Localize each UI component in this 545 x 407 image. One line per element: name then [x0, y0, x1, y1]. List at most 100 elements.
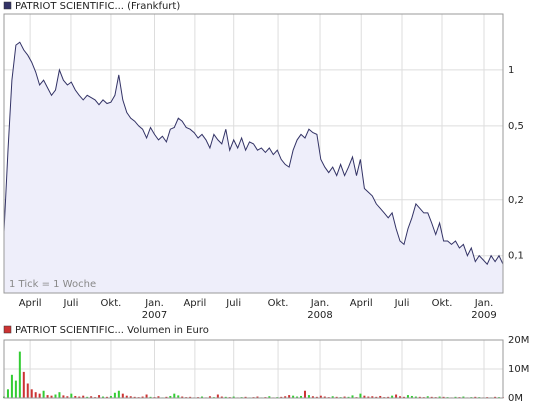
volume-bar: [208, 396, 211, 398]
volume-bar: [387, 396, 390, 398]
volume-bar: [315, 396, 318, 398]
volume-bar: [335, 396, 338, 398]
volume-bar: [26, 383, 29, 398]
volume-bar: [418, 396, 421, 398]
volume-bar: [379, 395, 382, 398]
volume-bar: [371, 396, 374, 398]
volume-bar: [30, 389, 33, 398]
volume-bar: [220, 396, 223, 398]
plot-frame: [3, 13, 504, 294]
legend-label: PATRIOT SCIENTIFIC... (Frankfurt): [15, 1, 180, 12]
volume-bar: [46, 395, 49, 398]
volume-bar: [177, 395, 180, 398]
volume-bar: [224, 396, 227, 398]
volume-bar: [284, 396, 287, 398]
volume-bar: [244, 396, 247, 398]
volume-bar: [145, 394, 148, 398]
year-label: 2009: [471, 310, 496, 321]
volume-bar: [181, 396, 184, 398]
x-tick-label: April: [183, 298, 206, 309]
volume-bar: [319, 395, 322, 398]
volume-bar: [109, 395, 112, 398]
volume-bar: [288, 395, 291, 398]
volume-bar: [430, 396, 433, 398]
volume-bar: [474, 396, 477, 398]
volume-bar: [216, 394, 219, 398]
volume-bar: [149, 396, 152, 398]
y-tick-label: 1: [508, 65, 514, 76]
volume-bar: [62, 395, 65, 398]
volume-bar: [125, 395, 128, 398]
y-tick-label: 0,2: [508, 195, 524, 206]
plot-frame: [3, 339, 504, 399]
volume-bar: [351, 395, 354, 398]
year-label: 2007: [142, 310, 167, 321]
x-tick-label: Okt.: [268, 298, 289, 309]
volume-bar: [494, 396, 497, 398]
volume-bar: [38, 393, 41, 398]
volume-bar: [375, 396, 378, 398]
volume-bar: [121, 393, 124, 398]
volume-bar: [173, 393, 176, 398]
volume-bar: [58, 392, 61, 398]
volume-bar: [256, 396, 259, 398]
volume-bar: [189, 396, 192, 398]
volume-bar: [113, 392, 116, 398]
volume-bar: [303, 390, 306, 398]
x-tick-label: Okt.: [101, 298, 122, 309]
volume-bar: [42, 390, 45, 398]
volume-bar: [117, 390, 120, 398]
volume-bar: [268, 396, 271, 398]
volume-bar: [323, 396, 326, 398]
volume-bar: [367, 396, 370, 398]
volume-bar: [105, 396, 108, 398]
volume-bar: [141, 396, 144, 398]
volume-bar: [438, 396, 441, 398]
volume-bar: [157, 396, 160, 398]
volume-bar: [307, 395, 310, 398]
x-tick-label: Juli: [394, 298, 410, 309]
volume-bar: [102, 396, 105, 398]
volume-bar: [454, 396, 457, 398]
volume-bar: [292, 395, 295, 398]
volume-bar: [133, 396, 136, 398]
volume-bar: [395, 394, 398, 398]
volume-bar: [201, 396, 204, 398]
volume-bar: [296, 396, 299, 398]
volume-bar: [50, 395, 53, 398]
volume-bar: [74, 395, 77, 398]
y-tick-label: 10M: [508, 364, 529, 375]
volume-bar: [232, 396, 235, 398]
volume-bar: [399, 396, 402, 398]
x-tick-label: April: [19, 298, 42, 309]
legend-swatch: [3, 325, 12, 334]
x-tick-label: Juli: [225, 298, 241, 309]
volume-bar: [66, 396, 69, 398]
x-tick-label: April: [350, 298, 373, 309]
volume-bar: [165, 396, 168, 398]
volume-bar: [54, 394, 57, 398]
x-tick-label: Okt.: [432, 298, 453, 309]
volume-bar: [14, 380, 17, 398]
legend-label: PATRIOT SCIENTIFIC... Volumen in Euro: [15, 325, 209, 336]
volume-bar: [406, 395, 409, 398]
volume-bar: [129, 396, 132, 398]
y-tick-label: 0,1: [508, 251, 524, 262]
price-area: [4, 42, 503, 294]
volume-bar: [391, 395, 394, 398]
volume-bar: [10, 374, 13, 398]
volume-bar: [410, 395, 413, 398]
volume-bar: [359, 393, 362, 398]
volume-bar: [78, 396, 81, 398]
x-tick-label: Jan.: [474, 298, 494, 309]
volume-bar: [402, 396, 405, 398]
volume-bar: [70, 393, 73, 398]
volume-bar: [98, 395, 101, 398]
volume-bar: [22, 371, 25, 398]
volume-bar: [331, 396, 334, 398]
x-tick-label: Juli: [63, 298, 79, 309]
volume-bar: [462, 396, 465, 398]
volume-bar: [34, 392, 37, 398]
y-tick-label: 0,5: [508, 121, 524, 132]
